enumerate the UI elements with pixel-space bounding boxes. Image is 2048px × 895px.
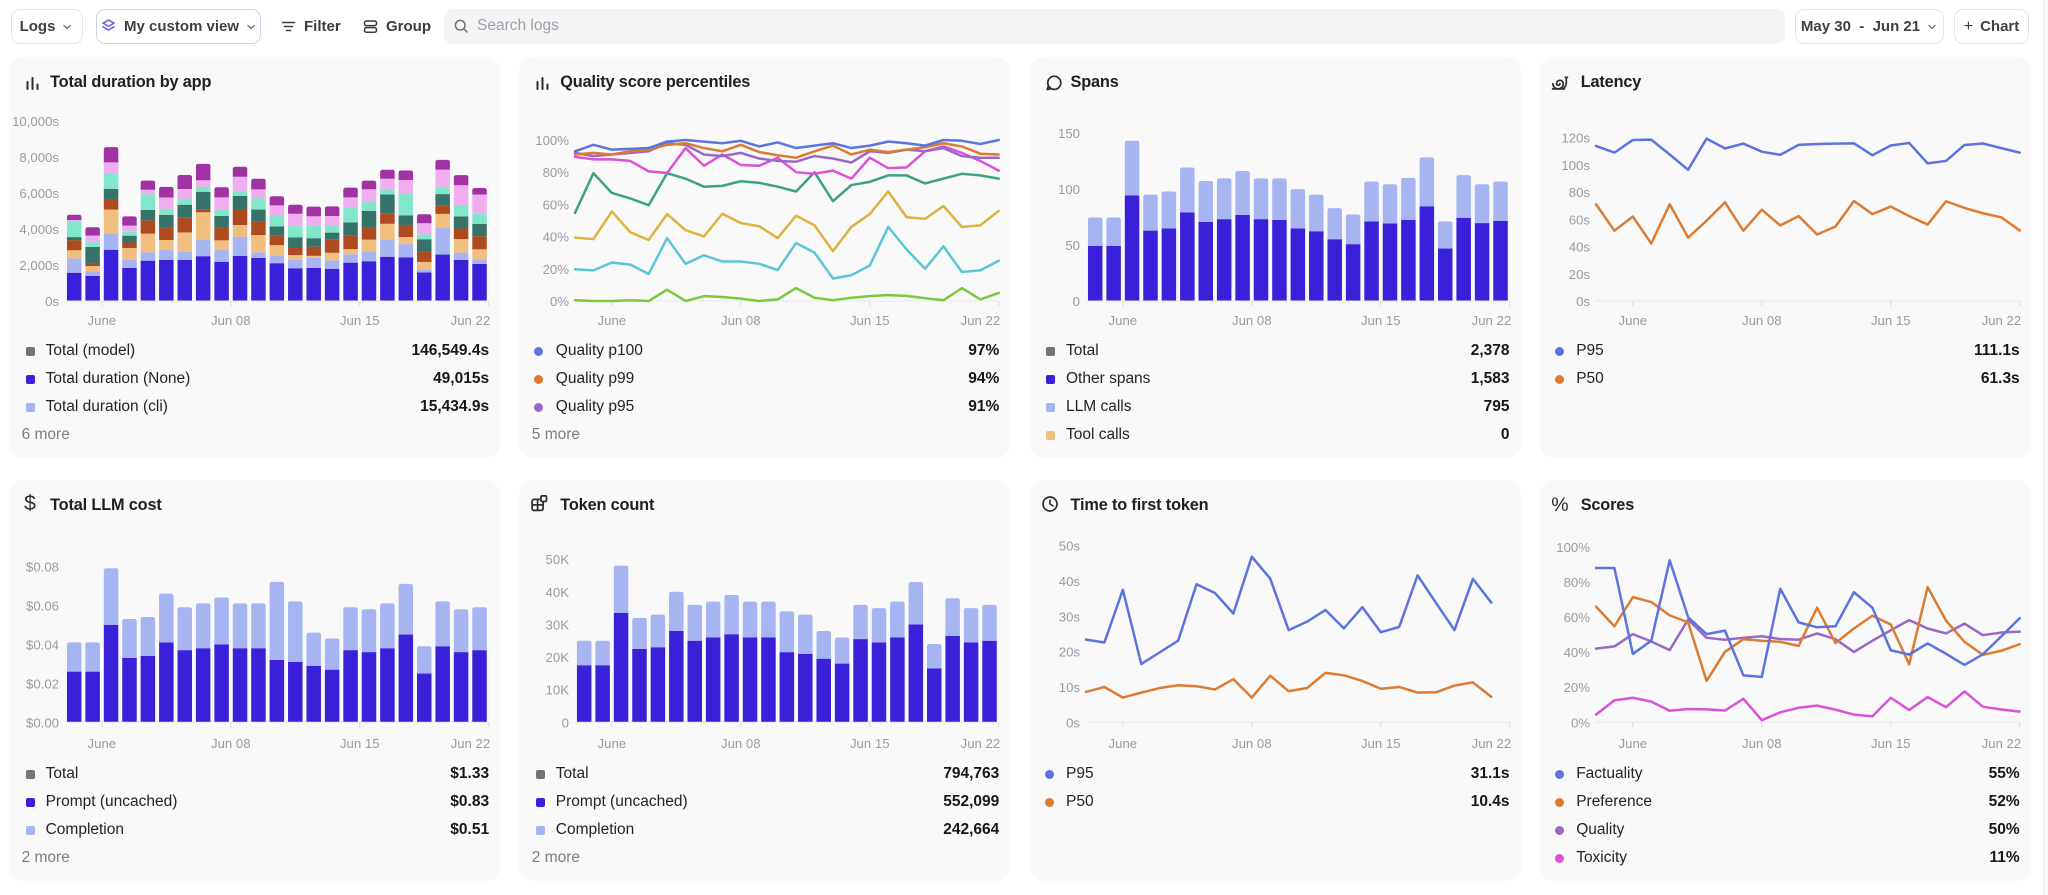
svg-text:Jun 08: Jun 08 <box>721 313 761 328</box>
svg-text:100%: 100% <box>536 133 570 148</box>
svg-text:50: 50 <box>1065 238 1080 253</box>
svg-text:10,000s: 10,000s <box>12 114 59 129</box>
svg-text:0%: 0% <box>1571 715 1590 730</box>
svg-text:June: June <box>1108 313 1137 328</box>
svg-text:Jun 15: Jun 15 <box>1871 313 1911 328</box>
svg-text:120s: 120s <box>1561 131 1590 146</box>
svg-text:Jun 08: Jun 08 <box>1232 736 1272 751</box>
svg-text:June: June <box>598 313 627 328</box>
svg-text:Jun 15: Jun 15 <box>340 313 380 328</box>
svg-text:0: 0 <box>1072 294 1079 309</box>
svg-text:Jun 22: Jun 22 <box>961 736 1001 751</box>
svg-text:June: June <box>88 736 117 751</box>
svg-text:$0.00: $0.00 <box>26 715 59 730</box>
svg-text:0: 0 <box>562 715 569 730</box>
svg-text:Jun 15: Jun 15 <box>850 736 890 751</box>
svg-text:Jun 22: Jun 22 <box>1471 313 1511 328</box>
svg-text:6,000s: 6,000s <box>19 186 59 201</box>
svg-text:0s: 0s <box>1576 294 1590 309</box>
svg-text:Jun 22: Jun 22 <box>451 313 491 328</box>
svg-text:Jun 15: Jun 15 <box>340 736 380 751</box>
svg-text:Jun 08: Jun 08 <box>721 736 761 751</box>
svg-text:20s: 20s <box>1058 645 1080 660</box>
svg-text:50K: 50K <box>546 552 570 567</box>
svg-text:0s: 0s <box>45 294 59 309</box>
svg-text:Jun 15: Jun 15 <box>850 313 890 328</box>
svg-text:Jun 08: Jun 08 <box>211 313 251 328</box>
svg-text:$0.04: $0.04 <box>26 637 59 652</box>
svg-text:Jun 22: Jun 22 <box>1981 736 2021 751</box>
svg-text:Jun 15: Jun 15 <box>1360 313 1400 328</box>
svg-text:Jun 22: Jun 22 <box>1981 313 2021 328</box>
svg-text:Jun 15: Jun 15 <box>1871 736 1911 751</box>
svg-text:Jun 08: Jun 08 <box>1232 313 1272 328</box>
svg-text:100s: 100s <box>1561 158 1590 173</box>
svg-text:50s: 50s <box>1058 539 1080 554</box>
svg-text:June: June <box>1108 736 1137 751</box>
svg-text:20%: 20% <box>543 262 570 277</box>
svg-text:40s: 40s <box>1568 240 1590 255</box>
svg-text:0%: 0% <box>550 294 569 309</box>
svg-text:40%: 40% <box>543 230 570 245</box>
svg-text:0s: 0s <box>1066 715 1080 730</box>
svg-text:60%: 60% <box>1563 610 1590 625</box>
svg-text:June: June <box>598 736 627 751</box>
svg-text:100%: 100% <box>1556 540 1590 555</box>
svg-text:10s: 10s <box>1058 680 1080 695</box>
svg-text:Jun 22: Jun 22 <box>1471 736 1511 751</box>
svg-text:20%: 20% <box>1563 680 1590 695</box>
svg-text:20s: 20s <box>1568 267 1590 282</box>
svg-text:40s: 40s <box>1058 574 1080 589</box>
svg-text:Jun 08: Jun 08 <box>211 736 251 751</box>
svg-text:Jun 15: Jun 15 <box>1360 736 1400 751</box>
svg-text:60s: 60s <box>1568 212 1590 227</box>
svg-text:8,000s: 8,000s <box>19 150 59 165</box>
svg-text:4,000s: 4,000s <box>19 222 59 237</box>
svg-text:$0.06: $0.06 <box>26 598 59 613</box>
svg-text:40%: 40% <box>1563 645 1590 660</box>
svg-text:100: 100 <box>1057 182 1079 197</box>
svg-text:40K: 40K <box>546 585 570 600</box>
svg-text:June: June <box>1618 313 1647 328</box>
svg-text:10K: 10K <box>546 683 570 698</box>
svg-text:20K: 20K <box>546 650 570 665</box>
svg-text:60%: 60% <box>543 197 570 212</box>
svg-text:2,000s: 2,000s <box>19 258 59 273</box>
svg-text:150: 150 <box>1057 126 1079 141</box>
svg-text:Jun 08: Jun 08 <box>1742 313 1782 328</box>
svg-text:$0.08: $0.08 <box>26 559 59 574</box>
svg-text:80%: 80% <box>543 165 570 180</box>
svg-text:80%: 80% <box>1563 575 1590 590</box>
svg-text:Jun 22: Jun 22 <box>961 313 1001 328</box>
svg-text:30K: 30K <box>546 617 570 632</box>
svg-text:80s: 80s <box>1568 185 1590 200</box>
svg-text:Jun 22: Jun 22 <box>451 736 491 751</box>
svg-text:30s: 30s <box>1058 609 1080 624</box>
svg-text:June: June <box>1618 736 1647 751</box>
svg-text:$0.02: $0.02 <box>26 676 59 691</box>
svg-text:Jun 08: Jun 08 <box>1742 736 1782 751</box>
svg-text:June: June <box>88 313 117 328</box>
